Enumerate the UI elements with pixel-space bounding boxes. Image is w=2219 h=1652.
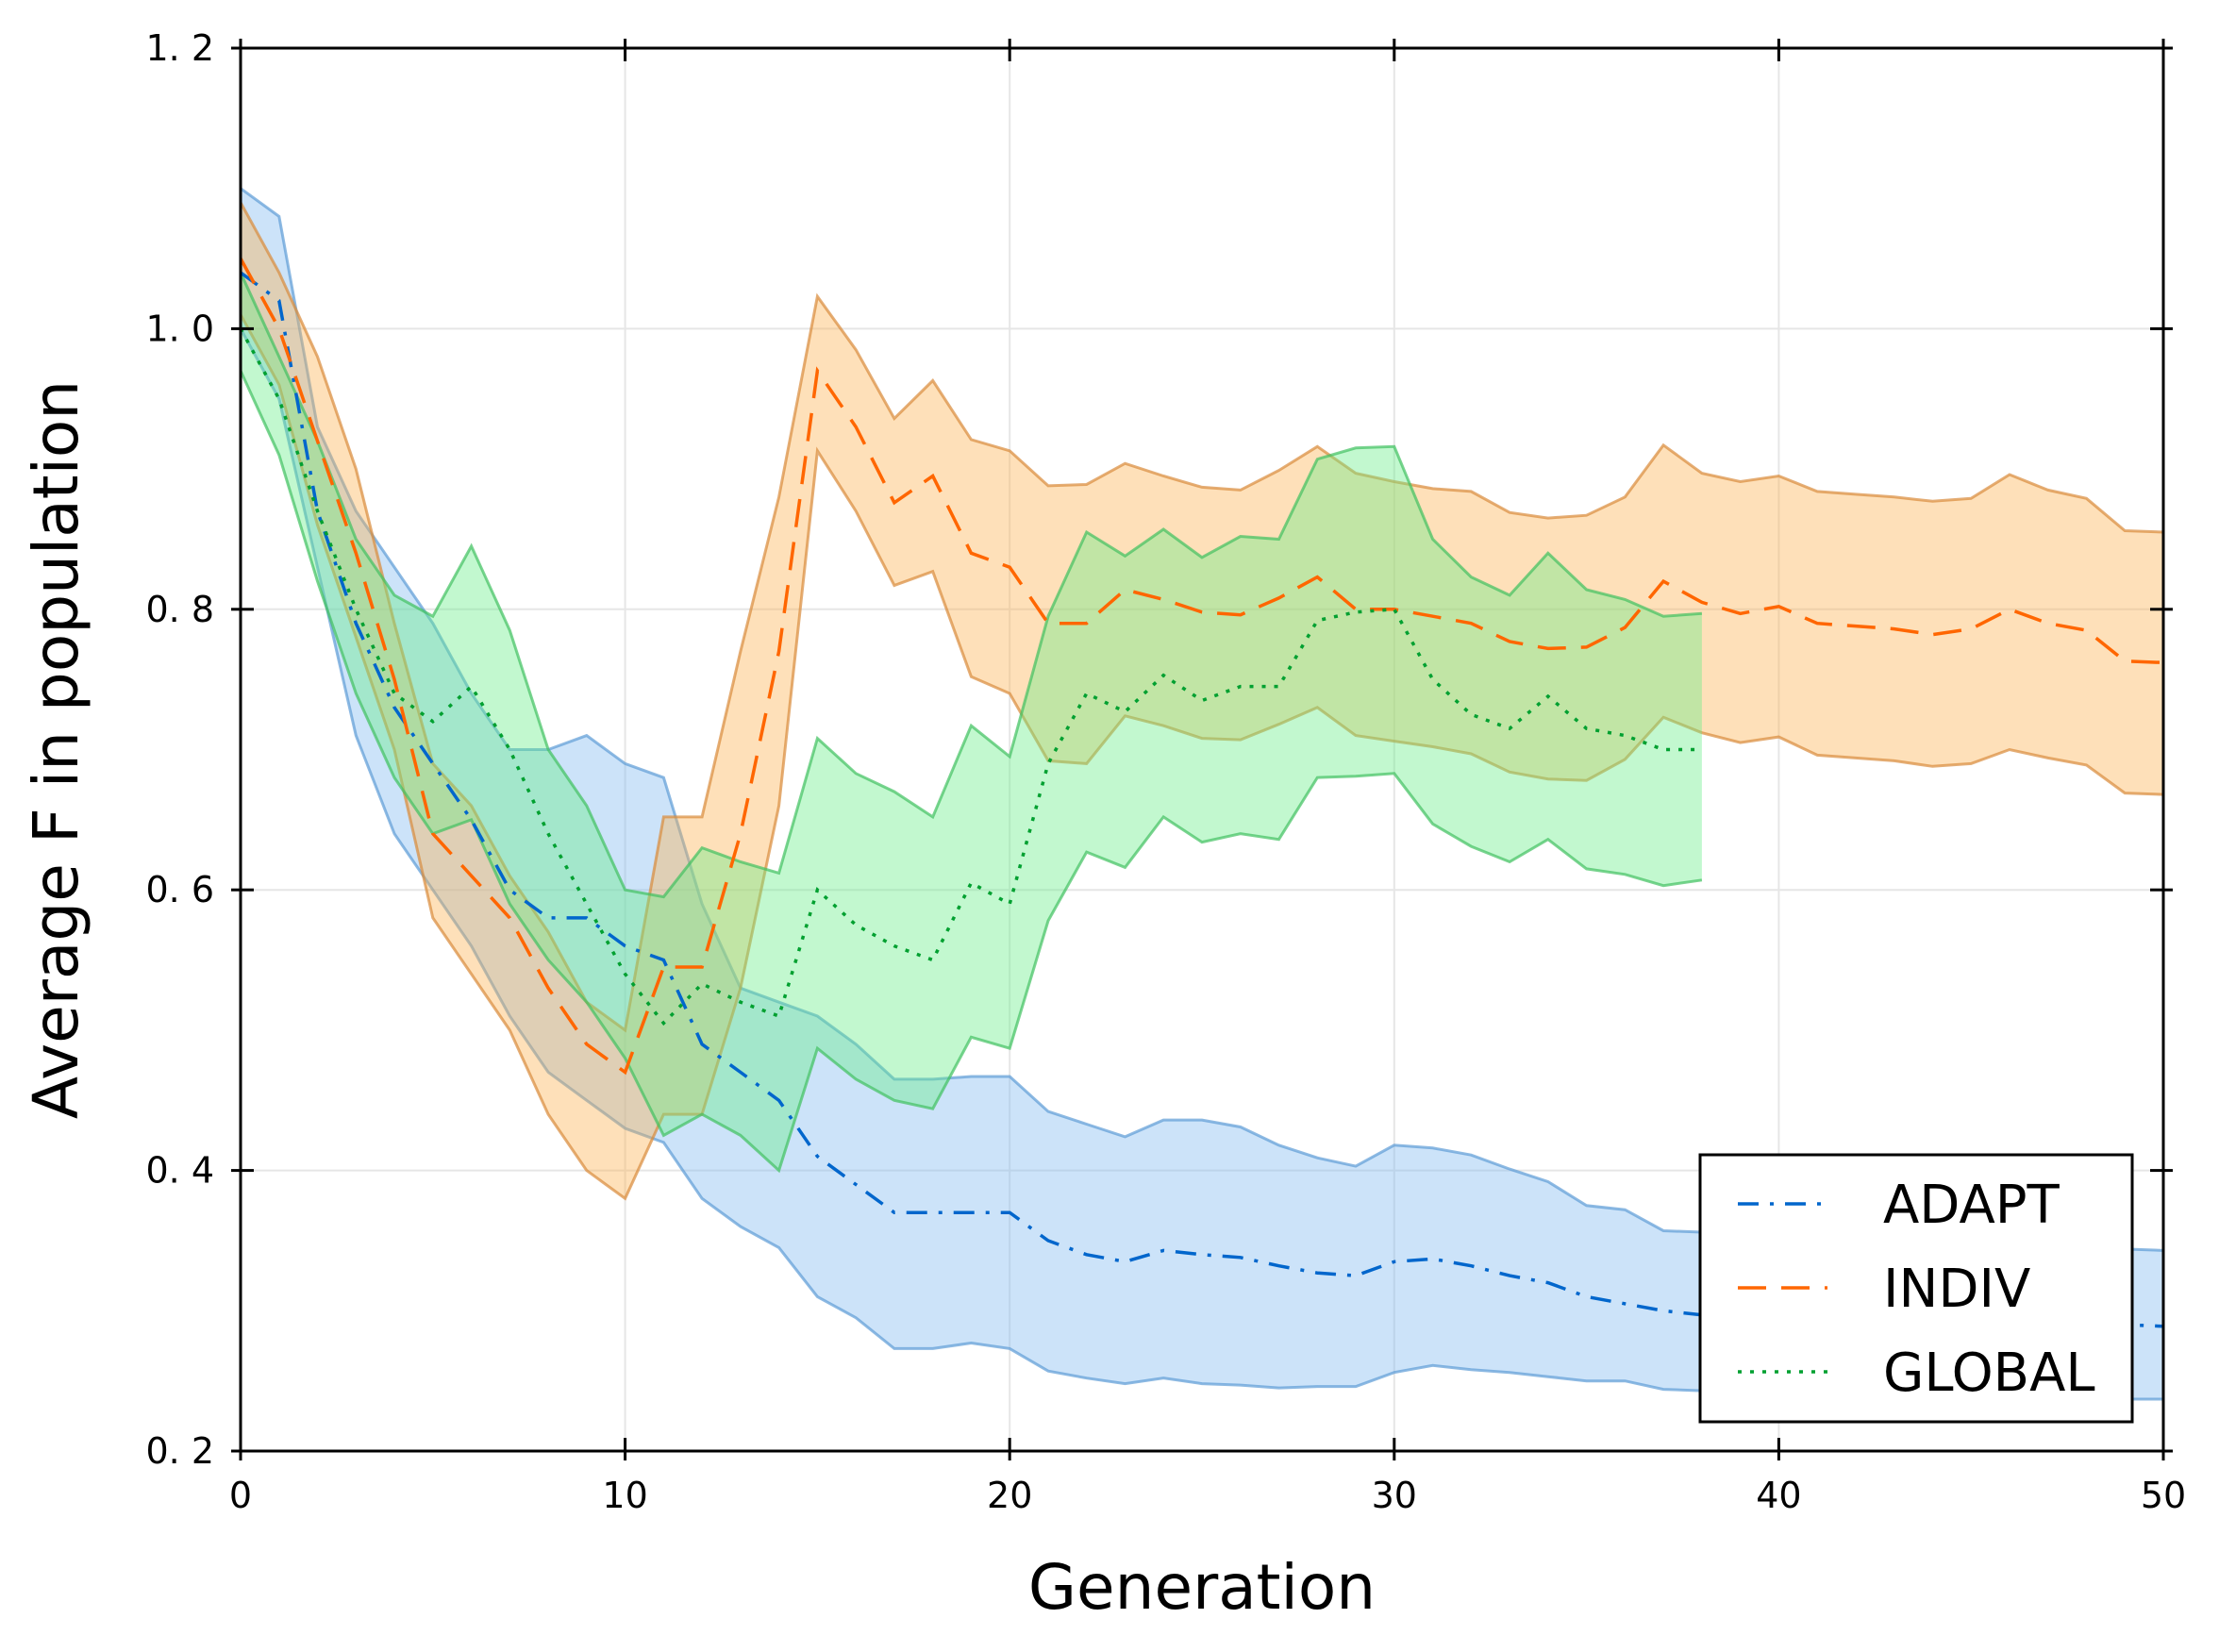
legend: ADAPT INDIV GLOBAL [1698,1153,2134,1424]
x-axis-title: Generation [1028,1551,1376,1624]
x-tick-label-5: 50 [2141,1475,2186,1516]
legend-label-adapt: ADAPT [1883,1175,2060,1236]
confidence-bands [239,187,2164,1401]
legend-label-indiv: INDIV [1883,1259,2030,1320]
y-tick-label-2: 0. 6 [145,869,214,910]
series-line-indiv [239,258,2164,1076]
y-axis-title: Average F in population [20,380,92,1119]
legend-box [1698,1153,2134,1424]
plot-frame [239,46,2165,1453]
tick-labels: 0 10 20 30 40 50 0. 2 0. 4 0. 6 0. 8 1. 0 1. 2 [145,27,2186,1516]
y-tick-label-5: 1. 2 [145,27,214,69]
legend-label-global: GLOBAL [1883,1343,2095,1404]
band-indiv [241,202,2163,1199]
band-lower-edge-global [239,370,1703,1174]
x-tick-label-3: 30 [1372,1475,1417,1516]
y-tick-label-4: 1. 0 [145,308,214,349]
x-tick-label-0: 0 [229,1475,252,1516]
grid-lines [240,47,2164,1452]
x-tick-label-4: 40 [1756,1475,1801,1516]
legend-items: ADAPT INDIV GLOBAL [1738,1175,2095,1404]
band-upper-edge-indiv [239,201,2164,1033]
band-adapt [241,188,2163,1400]
y-tick-label-0: 0. 2 [145,1430,214,1472]
band-lower-edge-indiv [239,313,2164,1201]
y-tick-label-3: 0. 8 [145,589,214,630]
y-tick-label-1: 0. 4 [145,1150,214,1192]
axis-ticks [231,39,2173,1460]
band-global [241,272,1702,1171]
x-tick-label-1: 10 [602,1475,647,1516]
band-upper-edge-global [239,272,1703,899]
x-tick-label-2: 20 [987,1475,1032,1516]
